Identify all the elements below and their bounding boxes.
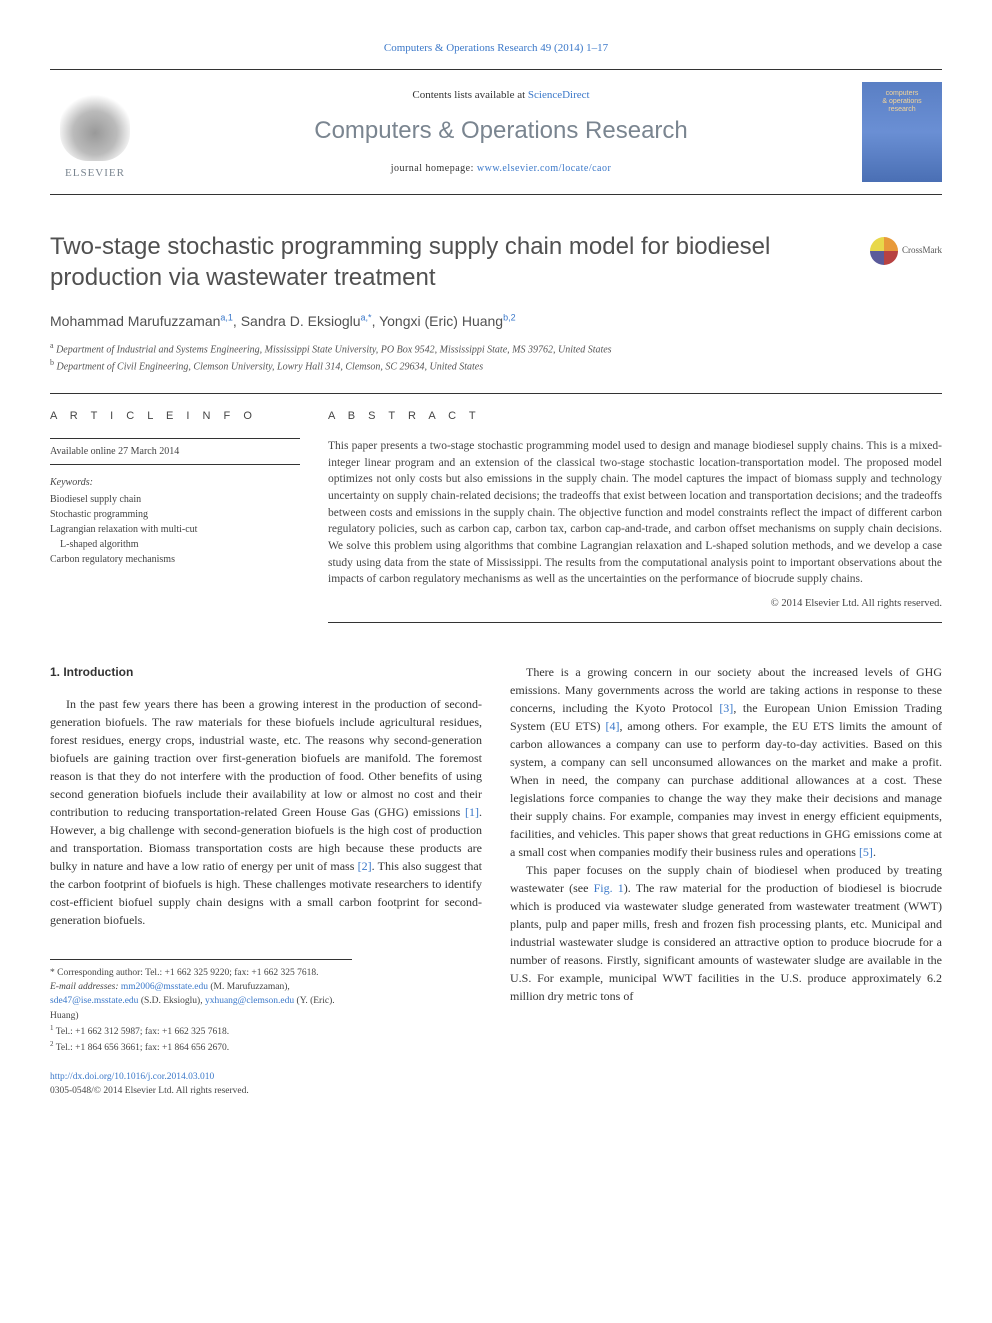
doi-line: http://dx.doi.org/10.1016/j.cor.2014.03.… bbox=[50, 1070, 482, 1084]
crossmark-icon bbox=[870, 237, 898, 265]
homepage-line: journal homepage: www.elsevier.com/locat… bbox=[140, 161, 862, 176]
fig-1-link[interactable]: Fig. 1 bbox=[594, 881, 624, 895]
journal-cover-thumb: computers & operations research bbox=[862, 82, 942, 182]
ref-2[interactable]: [2] bbox=[358, 859, 372, 873]
article-title: Two-stage stochastic programming supply … bbox=[50, 231, 854, 293]
email-line-2: sde47@ise.msstate.edu (S.D. Eksioglu), y… bbox=[50, 994, 352, 1023]
contents-line: Contents lists available at ScienceDirec… bbox=[140, 87, 862, 104]
para3-b: ). The raw material for the production o… bbox=[510, 881, 942, 1003]
email-2-name: (S.D. Eksioglu), bbox=[138, 996, 205, 1006]
author-3-sup[interactable]: b,2 bbox=[503, 312, 516, 322]
intro-para-2: There is a growing concern in our societ… bbox=[510, 663, 942, 1005]
page-container: Computers & Operations Research 49 (2014… bbox=[0, 0, 992, 1138]
article-info-heading: A R T I C L E I N F O bbox=[50, 408, 300, 425]
cover-text-2: & operations bbox=[882, 98, 921, 106]
affiliation-a-text: Department of Industrial and Systems Eng… bbox=[56, 344, 612, 355]
article-info-col: A R T I C L E I N F O Available online 2… bbox=[50, 394, 300, 623]
crossmark-badge[interactable]: CrossMark bbox=[870, 237, 942, 265]
email-1[interactable]: mm2006@msstate.edu bbox=[121, 982, 208, 992]
title-row: Two-stage stochastic programming supply … bbox=[50, 231, 942, 293]
cover-text-1: computers bbox=[886, 90, 919, 98]
divider bbox=[328, 622, 942, 623]
info-abstract-row: A R T I C L E I N F O Available online 2… bbox=[50, 394, 942, 623]
ref-1[interactable]: [1] bbox=[465, 805, 479, 819]
publisher-name: ELSEVIER bbox=[65, 165, 125, 182]
contents-prefix: Contents lists available at bbox=[412, 89, 527, 101]
abstract-text: This paper presents a two-stage stochast… bbox=[328, 438, 942, 588]
sciencedirect-link[interactable]: ScienceDirect bbox=[528, 89, 590, 101]
homepage-prefix: journal homepage: bbox=[391, 163, 477, 174]
keyword-3: Lagrangian relaxation with multi-cut bbox=[50, 522, 300, 537]
available-online: Available online 27 March 2014 bbox=[50, 438, 300, 465]
body-col-left: 1. Introduction In the past few years th… bbox=[50, 663, 482, 1098]
email-3[interactable]: yxhuang@clemson.edu bbox=[205, 996, 294, 1006]
email-1-name: (M. Marufuzzaman), bbox=[208, 982, 290, 992]
header-bar: ELSEVIER Contents lists available at Sci… bbox=[50, 69, 942, 195]
journal-name: Computers & Operations Research bbox=[140, 113, 862, 149]
tel-1: 1 Tel.: +1 662 312 5987; fax: +1 662 325… bbox=[50, 1023, 352, 1039]
author-1: Mohammad Marufuzzaman bbox=[50, 313, 220, 329]
publisher-logo: ELSEVIER bbox=[50, 82, 140, 182]
author-1-sup[interactable]: a,1 bbox=[220, 312, 233, 322]
footnotes: * Corresponding author: Tel.: +1 662 325… bbox=[50, 959, 352, 1056]
author-2-sup[interactable]: a,* bbox=[361, 312, 372, 322]
keywords-list: Biodiesel supply chain Stochastic progra… bbox=[50, 492, 300, 567]
section-1-heading: 1. Introduction bbox=[50, 663, 482, 681]
tel-1-text: Tel.: +1 662 312 5987; fax: +1 662 325 7… bbox=[56, 1027, 229, 1037]
affiliations: a Department of Industrial and Systems E… bbox=[50, 340, 942, 375]
corresponding-author: * Corresponding author: Tel.: +1 662 325… bbox=[50, 966, 352, 980]
tel-2: 2 Tel.: +1 864 656 3661; fax: +1 864 656… bbox=[50, 1039, 352, 1055]
body-columns: 1. Introduction In the past few years th… bbox=[50, 663, 942, 1098]
homepage-link[interactable]: www.elsevier.com/locate/caor bbox=[477, 163, 611, 174]
email-line: E-mail addresses: mm2006@msstate.edu (M.… bbox=[50, 980, 352, 994]
abstract-col: A B S T R A C T This paper presents a tw… bbox=[328, 394, 942, 623]
ref-3[interactable]: [3] bbox=[719, 701, 733, 715]
keyword-5: Carbon regulatory mechanisms bbox=[50, 552, 300, 567]
para1-a: In the past few years there has been a g… bbox=[50, 697, 482, 819]
ref-5[interactable]: [5] bbox=[859, 845, 873, 859]
abstract-heading: A B S T R A C T bbox=[328, 408, 942, 425]
keyword-2: Stochastic programming bbox=[50, 507, 300, 522]
cover-text-3: research bbox=[888, 106, 915, 114]
crossmark-label: CrossMark bbox=[902, 244, 942, 258]
elsevier-tree-icon bbox=[60, 91, 130, 161]
ref-4[interactable]: [4] bbox=[605, 719, 619, 733]
abstract-copyright: © 2014 Elsevier Ltd. All rights reserved… bbox=[328, 596, 942, 612]
affiliation-b-text: Department of Civil Engineering, Clemson… bbox=[57, 362, 484, 373]
email-2[interactable]: sde47@ise.msstate.edu bbox=[50, 996, 138, 1006]
body-col-right: There is a growing concern in our societ… bbox=[510, 663, 942, 1098]
email-label: E-mail addresses: bbox=[50, 982, 121, 992]
journal-citation-link[interactable]: Computers & Operations Research 49 (2014… bbox=[50, 40, 942, 57]
author-2: Sandra D. Eksioglu bbox=[241, 313, 361, 329]
issn-line: 0305-0548/© 2014 Elsevier Ltd. All right… bbox=[50, 1084, 482, 1098]
affiliation-a: a Department of Industrial and Systems E… bbox=[50, 340, 942, 357]
keyword-4: L-shaped algorithm bbox=[50, 537, 300, 552]
intro-para-1: In the past few years there has been a g… bbox=[50, 695, 482, 929]
para2-c: , among others. For example, the EU ETS … bbox=[510, 719, 942, 859]
header-center: Contents lists available at ScienceDirec… bbox=[140, 87, 862, 177]
author-3: Yongxi (Eric) Huang bbox=[379, 313, 503, 329]
keyword-1: Biodiesel supply chain bbox=[50, 492, 300, 507]
keywords-label: Keywords: bbox=[50, 475, 300, 490]
affiliation-b: b Department of Civil Engineering, Clems… bbox=[50, 357, 942, 374]
doi-link[interactable]: http://dx.doi.org/10.1016/j.cor.2014.03.… bbox=[50, 1072, 214, 1082]
authors-line: Mohammad Marufuzzamana,1, Sandra D. Eksi… bbox=[50, 311, 942, 332]
tel-2-text: Tel.: +1 864 656 3661; fax: +1 864 656 2… bbox=[56, 1043, 229, 1053]
para2-d: . bbox=[873, 845, 876, 859]
